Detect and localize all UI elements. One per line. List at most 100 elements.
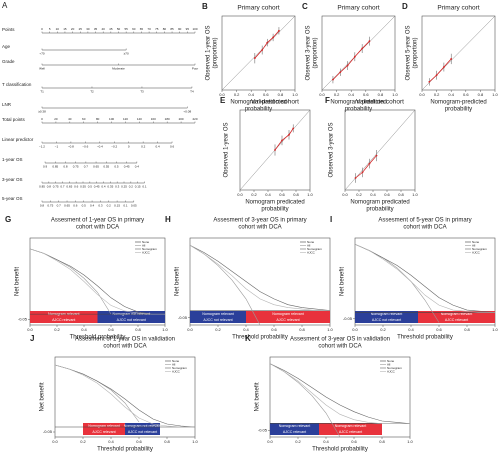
net-benefit-line — [54, 364, 140, 423]
row-tick-label: Moderate — [112, 66, 125, 70]
row-tick-label: 0.8 — [40, 203, 45, 207]
plot-frame — [321, 15, 396, 91]
row-tick-label: <0.08 — [184, 109, 192, 113]
row-tick-label: −0.4 — [97, 144, 103, 148]
x-tick-label: 0.4 — [265, 192, 271, 197]
calibration-point — [272, 36, 274, 39]
panel-letter: A — [2, 1, 8, 10]
row-label: 5-year OS — [2, 196, 23, 201]
row-tick-label: 0.5 — [114, 164, 119, 168]
y-axis-label: Net benefit — [175, 267, 181, 296]
row-tick-label: 0.65 — [93, 164, 99, 168]
x-tick-label: 0.2 — [234, 92, 240, 97]
band-label: AJCC not relevant — [128, 430, 157, 434]
panel-letter: C — [302, 2, 308, 11]
x-tick-label: 0.0 — [27, 327, 33, 332]
y-axis-label: Observed 5-year OS — [406, 25, 412, 80]
x-tick-label: 0.2 — [334, 92, 340, 97]
row-tick-label: 10 — [56, 27, 60, 31]
net-benefit-line — [29, 248, 165, 315]
x-tick-label: 0.4 — [448, 92, 454, 97]
x-tick-label: 0.2 — [380, 327, 386, 332]
legend-label: Nomogram — [387, 366, 402, 370]
x-tick-label: 0.4 — [248, 92, 254, 97]
net-benefit-line — [269, 363, 410, 424]
legend-label: None — [387, 359, 395, 363]
panel-title: Assesment of 1-year OS in primary — [51, 218, 144, 224]
y-axis-label: Net benefit — [340, 267, 346, 296]
calibration-point — [253, 57, 256, 60]
row-tick-label: 5 — [49, 27, 51, 31]
plot-frame — [354, 237, 496, 326]
x-tick-label: 1.0 — [492, 92, 498, 97]
x-tick-label: 0.4 — [408, 327, 414, 332]
x-tick-label: 0.6 — [384, 192, 390, 197]
legend-label: All — [387, 362, 391, 366]
row-tick-label: 65 — [140, 27, 144, 31]
x-tick-label: 1.0 — [192, 439, 198, 444]
row-tick-label: 70 — [147, 27, 151, 31]
legend-label: Nomogram — [142, 247, 157, 251]
row-label: 3-year OS — [2, 177, 23, 182]
x-axis-label: probability — [345, 107, 372, 113]
legend-label: None — [307, 240, 315, 244]
x-axis-label: probability — [445, 107, 472, 113]
x-axis-label: Nomogram-predicted — [230, 100, 286, 106]
panel-title: Assesment of 5-year OS in primary — [378, 218, 471, 224]
row-tick-label: 0.05 — [131, 203, 137, 207]
relevance-band — [83, 423, 125, 429]
panel-title: Assesment of 1-year OS in validiation — [75, 337, 175, 343]
row-tick-label: 0.75 — [53, 184, 59, 188]
row-tick-label: 0.75 — [73, 164, 79, 168]
relevance-band — [319, 423, 382, 429]
x-axis-label: Threshold probability — [70, 335, 126, 341]
x-tick-label: 0.8 — [398, 192, 404, 197]
calibration-point — [428, 80, 431, 83]
row-tick-label: 0.45 — [124, 164, 130, 168]
net-benefit-line — [354, 243, 495, 313]
band-label: AJCC relevant — [276, 318, 299, 322]
row-tick-label: <70 — [39, 51, 44, 55]
row-label: Points — [2, 27, 15, 32]
calibration-point — [368, 40, 371, 43]
row-tick-label: 100 — [109, 117, 114, 121]
net-benefit-line — [29, 248, 165, 315]
plot-frame — [29, 237, 166, 326]
plot-frame — [239, 109, 311, 191]
x-tick-label: 0.2 — [80, 439, 86, 444]
row-tick-label: 0.4 — [101, 184, 106, 188]
calibration-point — [375, 154, 378, 157]
calibration-point — [288, 133, 290, 136]
net-benefit-line — [189, 244, 330, 311]
row-tick-label: 0.5 — [88, 184, 93, 188]
row-tick-label: −0.2 — [111, 144, 117, 148]
relevance-band — [97, 317, 165, 323]
row-tick-label: 160 — [151, 117, 156, 121]
relevance-band — [190, 317, 246, 323]
band-label: AJCC not relevant — [117, 318, 146, 322]
calibration-point — [332, 78, 334, 81]
row-tick-label: 0 — [41, 27, 43, 31]
x-tick-label: 0.4 — [348, 92, 354, 97]
panel-title: Validation cohort — [356, 99, 404, 106]
row-tick-label: 0 — [41, 117, 43, 121]
row-label: T classification — [2, 82, 32, 87]
row-tick-label: 25 — [79, 27, 83, 31]
calibration-line — [429, 58, 452, 83]
x-axis-label: probability — [366, 207, 393, 213]
calibration-point — [274, 149, 276, 151]
x-tick-label: 0.6 — [363, 92, 369, 97]
x-axis-label: probability — [261, 207, 288, 213]
net-benefit-line — [354, 243, 440, 323]
y-tick-label: -0.05 — [258, 427, 268, 432]
row-tick-label: 0.3 — [115, 184, 120, 188]
x-tick-label: 1.0 — [162, 327, 168, 332]
relevance-band — [355, 311, 418, 317]
legend-label: None — [172, 359, 180, 363]
panel-title: cohort with DCA — [76, 225, 119, 231]
x-tick-label: 0.2 — [295, 439, 301, 444]
row-tick-label: T3 — [140, 89, 144, 93]
row-tick-label: 40 — [68, 117, 72, 121]
legend-label: AJCC — [387, 369, 396, 373]
row-tick-label: 0.55 — [80, 184, 86, 188]
